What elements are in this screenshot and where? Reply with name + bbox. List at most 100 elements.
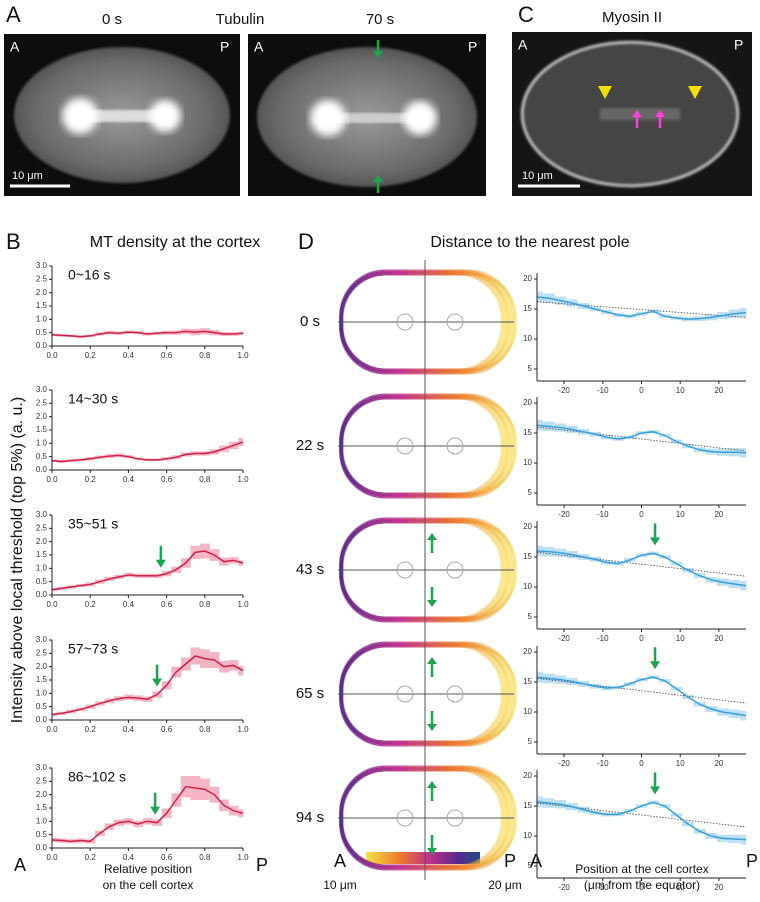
y-tick-label: 15 (523, 552, 532, 561)
x-tick-label: 0 (639, 634, 644, 643)
chart: 5 10 15 20 -20 -10 0 10 20 (523, 521, 747, 643)
x-tick-label: 0 (639, 510, 644, 519)
y-tick-label: 2.0 (36, 662, 48, 671)
y-tick-label: 10 (523, 831, 532, 840)
y-tick-label: 10 (523, 458, 532, 467)
x-tick-label: 0.2 (85, 475, 97, 484)
y-tick-label: 2.0 (36, 288, 48, 297)
y-tick-label: 10 (523, 707, 532, 716)
y-tick-label: 3.0 (36, 510, 48, 519)
y-tick-label: 0.0 (36, 341, 48, 350)
y-tick-label: 1.0 (36, 563, 48, 572)
data-line (536, 676, 747, 717)
y-tick-label: 0.5 (36, 702, 48, 711)
trend-line (536, 426, 747, 452)
y-tick-label: 2.5 (36, 523, 48, 532)
chart: 5 10 15 20 -20 -10 0 10 20 (523, 273, 747, 395)
panel-label: A (6, 2, 21, 27)
y-tick-label: 1.5 (36, 301, 48, 310)
x-tick-label: 0.4 (123, 725, 135, 734)
data-line (51, 550, 244, 591)
y-tick-label: 20 (523, 647, 532, 656)
y-tick-label: 0.0 (36, 590, 48, 599)
arrow (427, 848, 437, 855)
arrow (427, 600, 437, 607)
x-tick-label: -20 (558, 759, 570, 768)
end-label: P (746, 851, 758, 871)
time-label: 65 s (296, 685, 324, 702)
x-tick-label: 0.4 (123, 351, 135, 360)
x-tick-label: 0.8 (199, 475, 211, 484)
side-label: P (220, 39, 229, 55)
x-tick-label: -10 (597, 883, 609, 892)
x-tick-label: -20 (558, 634, 570, 643)
x-tick-label: 0.0 (46, 351, 58, 360)
y-tick-label: 5 (528, 364, 533, 373)
x-tick-label: 0.0 (46, 475, 58, 484)
trend-line (536, 678, 747, 704)
pole (446, 685, 464, 703)
end-label: P (504, 851, 516, 871)
panel-label: C (518, 2, 534, 27)
spindle (330, 113, 422, 123)
x-tick-label: 20 (714, 634, 723, 643)
y-tick-label: 1.0 (36, 816, 48, 825)
annotation: 57~73 s (68, 641, 118, 657)
y-tick-label: 0.0 (36, 715, 48, 724)
trend-line (536, 802, 747, 828)
panel-title: Tubulin (216, 11, 265, 28)
y-tick-label: 0.0 (36, 843, 48, 852)
x-tick-label: 0 (639, 883, 644, 892)
y-tick-label: 0.5 (36, 452, 48, 461)
data-line (51, 655, 244, 716)
data-line (536, 296, 747, 320)
arrow (373, 51, 383, 58)
layout (4, 32, 752, 864)
pole (446, 437, 464, 455)
arrow (150, 806, 161, 815)
panel-label: D (298, 229, 314, 254)
y-tick-label: 20 (523, 274, 532, 283)
pole (396, 685, 414, 703)
data-line (536, 424, 747, 454)
x-axis-title: Relative position (104, 862, 192, 876)
error-band (238, 665, 244, 676)
time-label: 0 s (300, 313, 320, 330)
x-tick-label: 0.8 (199, 725, 211, 734)
y-tick-label: 2.5 (36, 274, 48, 283)
x-tick-label: 0.6 (161, 600, 173, 609)
aster (310, 100, 346, 136)
panel-title: Distance to the nearest pole (430, 234, 629, 251)
x-tick-label: 0.4 (123, 600, 135, 609)
y-tick-label: 2.0 (36, 537, 48, 546)
end-label: P (256, 855, 268, 875)
x-tick-label: -10 (597, 510, 609, 519)
arrow (650, 661, 661, 670)
y-tick-label: 2.0 (36, 412, 48, 421)
side-label: A (518, 37, 528, 53)
y-tick-label: 1.0 (36, 688, 48, 697)
annotation: 14~30 s (68, 391, 118, 407)
y-tick-label: 1.0 (36, 438, 48, 447)
y-tick-label: 3.0 (36, 261, 48, 270)
y-tick-label: 5 (528, 737, 533, 746)
colorbar-label: 20 μm (488, 878, 522, 892)
annotation: 0~16 s (68, 267, 110, 283)
chart: 5 10 15 20 -20 -10 0 10 20 (523, 770, 747, 892)
chart: 0.0 0.5 1.0 1.5 2.0 2.5 3.0 0.0 0.2 0.4 0.6 0.8 1.0 8… (36, 763, 249, 862)
data-line (536, 801, 747, 841)
arrow (650, 537, 661, 546)
x-tick-label: -20 (558, 386, 570, 395)
trend-line (536, 301, 747, 318)
x-tick-label: -10 (597, 759, 609, 768)
x-tick-label: 0.6 (161, 475, 173, 484)
y-tick-label: 20 (523, 522, 532, 531)
x-tick-label: 0 (639, 759, 644, 768)
annotation: 35~51 s (68, 516, 118, 532)
y-tick-label: 0.5 (36, 830, 48, 839)
x-tick-label: 10 (676, 634, 685, 643)
y-tick-label: 5 (528, 488, 533, 497)
x-tick-label: 0.0 (46, 600, 58, 609)
y-tick-label: 2.5 (36, 398, 48, 407)
spindle (85, 110, 163, 122)
